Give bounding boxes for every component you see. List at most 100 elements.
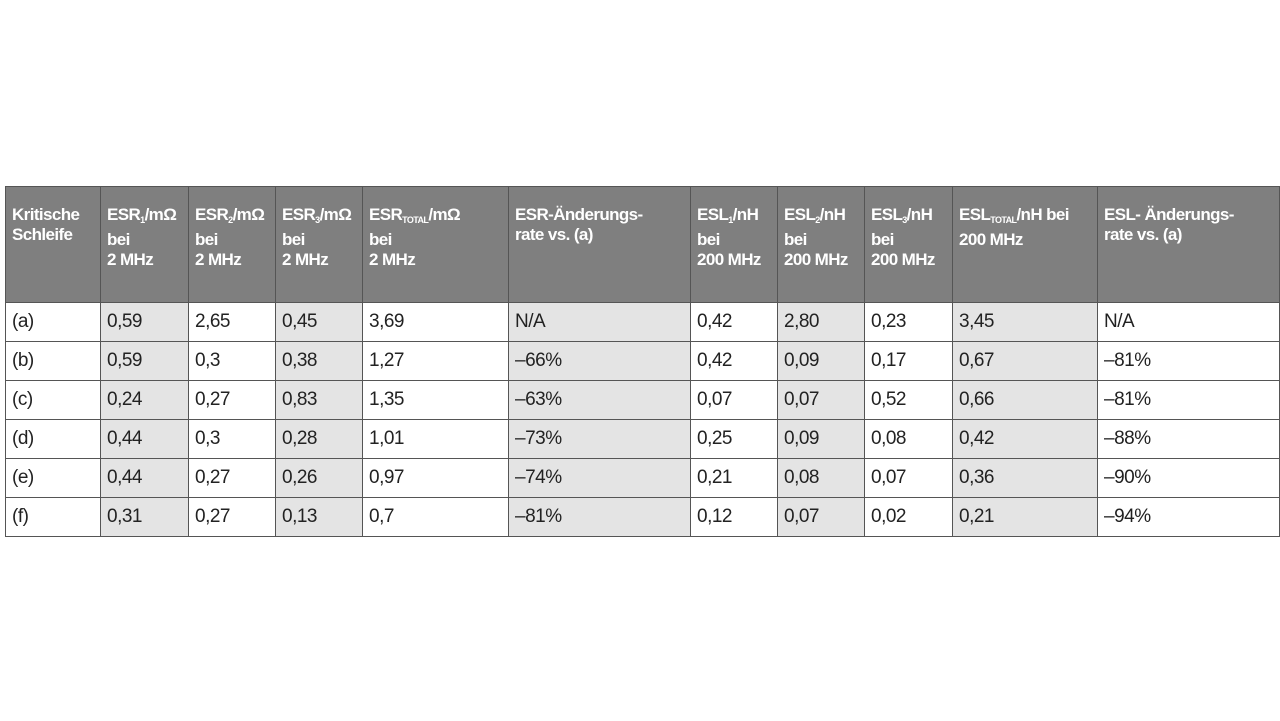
table-row: (a) 0,59 2,65 0,45 3,69 N/A 0,42 2,80 0,23 3,45 N/… bbox=[5, 302, 1280, 342]
header-cell: ESR3/mΩ bei 2 MHz bbox=[275, 186, 363, 303]
table-cell: 0,44 bbox=[100, 419, 189, 459]
header-suffix: /mΩ bbox=[232, 205, 265, 224]
table-cell: 0,12 bbox=[690, 497, 778, 537]
table-cell: 0,02 bbox=[864, 497, 953, 537]
header-line: bei bbox=[369, 230, 392, 249]
table-cell: 0,38 bbox=[275, 341, 363, 381]
header-cell: ESL3/nH bei 200 MHz bbox=[864, 186, 953, 303]
header-sub: TOTAL bbox=[402, 215, 429, 225]
header-line: bei bbox=[697, 230, 720, 249]
table-cell: (b) bbox=[5, 341, 101, 381]
header-cell: ESR2/mΩ bei 2 MHz bbox=[188, 186, 276, 303]
table-cell: (c) bbox=[5, 380, 101, 420]
table-cell: 0,42 bbox=[952, 419, 1098, 459]
table-cell: –66% bbox=[508, 341, 691, 381]
header-cell: ESL1/nH bei 200 MHz bbox=[690, 186, 778, 303]
table-cell: 1,01 bbox=[362, 419, 509, 459]
header-line: 200 MHz bbox=[871, 250, 935, 269]
header-line: rate vs. (a) bbox=[515, 225, 593, 244]
table-cell: 0,52 bbox=[864, 380, 953, 420]
header-line: bei bbox=[784, 230, 807, 249]
header-base: ESL bbox=[959, 205, 991, 224]
header-suffix: /nH bei bbox=[1016, 205, 1069, 224]
table-cell: (a) bbox=[5, 302, 101, 342]
table-cell: 0,59 bbox=[100, 341, 189, 381]
header-sub: 1 bbox=[140, 215, 145, 225]
header-cell: ESR-Änderungs-rate vs. (a) bbox=[508, 186, 691, 303]
header-sub: 2 bbox=[815, 215, 820, 225]
table-cell: 0,36 bbox=[952, 458, 1098, 498]
table-cell: 0,23 bbox=[864, 302, 953, 342]
table-cell: 0,44 bbox=[100, 458, 189, 498]
table-cell: –81% bbox=[1097, 380, 1280, 420]
table-cell: 0,07 bbox=[777, 380, 865, 420]
table-cell: 0,07 bbox=[690, 380, 778, 420]
table-cell: 1,35 bbox=[362, 380, 509, 420]
header-line: bei bbox=[871, 230, 894, 249]
table-cell: 0,07 bbox=[777, 497, 865, 537]
header-cell: ESLTOTAL/nH bei 200 MHz bbox=[952, 186, 1098, 303]
header-line: bei bbox=[282, 230, 305, 249]
table-cell: 0,09 bbox=[777, 341, 865, 381]
header-cell: ESRTOTAL/mΩ bei 2 MHz bbox=[362, 186, 509, 303]
table-cell: –94% bbox=[1097, 497, 1280, 537]
table-cell: –90% bbox=[1097, 458, 1280, 498]
header-suffix: /nH bbox=[732, 205, 759, 224]
table-row: (b) 0,59 0,3 0,38 1,27 –66% 0,42 0,09 0,17 0,67 –8… bbox=[5, 341, 1280, 381]
header-line: ESL2/nH bbox=[784, 205, 858, 230]
header-base: ESR bbox=[282, 205, 316, 224]
header-line: Schleife bbox=[12, 225, 73, 244]
table-cell: 0,08 bbox=[777, 458, 865, 498]
header-line: ESL1/nH bbox=[697, 205, 771, 230]
table-cell: –63% bbox=[508, 380, 691, 420]
header-sub: 3 bbox=[315, 215, 320, 225]
table-cell: 0,31 bbox=[100, 497, 189, 537]
table-cell: 0,24 bbox=[100, 380, 189, 420]
header-line: bei bbox=[107, 230, 130, 249]
table-cell: 0,27 bbox=[188, 380, 276, 420]
header-base: ESL bbox=[871, 205, 903, 224]
table-cell: 0,42 bbox=[690, 302, 778, 342]
header-row: Kritische Schleife ESR1/mΩ bei 2 MHz ESR2/mΩ b… bbox=[5, 186, 1280, 303]
data-table: Kritische Schleife ESR1/mΩ bei 2 MHz ESR2/mΩ b… bbox=[5, 186, 1280, 537]
header-suffix: /mΩ bbox=[144, 205, 177, 224]
table-cell: 0,13 bbox=[275, 497, 363, 537]
table-cell: 0,21 bbox=[690, 458, 778, 498]
table-cell: 1,27 bbox=[362, 341, 509, 381]
table-cell: 0,17 bbox=[864, 341, 953, 381]
header-sub: TOTAL bbox=[990, 215, 1017, 225]
table-cell: 0,42 bbox=[690, 341, 778, 381]
table-cell: 2,65 bbox=[188, 302, 276, 342]
header-line: ESL3/nH bbox=[871, 205, 946, 230]
table-cell: 0,08 bbox=[864, 419, 953, 459]
table-cell: 0,07 bbox=[864, 458, 953, 498]
header-line: 200 MHz bbox=[784, 250, 848, 269]
header-base: ESR bbox=[369, 205, 403, 224]
table-cell: –74% bbox=[508, 458, 691, 498]
table-cell: 0,21 bbox=[952, 497, 1098, 537]
table-cell: N/A bbox=[508, 302, 691, 342]
header-line: 200 MHz bbox=[959, 230, 1023, 249]
header-line: ESL- Änderungs- bbox=[1104, 205, 1234, 224]
table-row: (d) 0,44 0,3 0,28 1,01 –73% 0,25 0,09 0,08 0,42 –8… bbox=[5, 419, 1280, 459]
table-body: (a) 0,59 2,65 0,45 3,69 N/A 0,42 2,80 0,23 3,45 N/… bbox=[5, 302, 1280, 537]
table-cell: 3,69 bbox=[362, 302, 509, 342]
table-cell: 0,27 bbox=[188, 458, 276, 498]
header-line: rate vs. (a) bbox=[1104, 225, 1182, 244]
table-cell: (e) bbox=[5, 458, 101, 498]
table-cell: 0,26 bbox=[275, 458, 363, 498]
table-cell: 0,67 bbox=[952, 341, 1098, 381]
table-cell: 0,27 bbox=[188, 497, 276, 537]
table-row: (f) 0,31 0,27 0,13 0,7 –81% 0,12 0,07 0,02 0,21 –9… bbox=[5, 497, 1280, 537]
table-cell: N/A bbox=[1097, 302, 1280, 342]
header-line: bei bbox=[195, 230, 218, 249]
header-line: 2 MHz bbox=[107, 250, 154, 269]
table-cell: 0,66 bbox=[952, 380, 1098, 420]
table-cell: 0,3 bbox=[188, 341, 276, 381]
table-cell: 0,7 bbox=[362, 497, 509, 537]
header-line: 2 MHz bbox=[195, 250, 242, 269]
table-cell: 0,97 bbox=[362, 458, 509, 498]
header-base: ESR bbox=[195, 205, 229, 224]
table-cell: 0,25 bbox=[690, 419, 778, 459]
